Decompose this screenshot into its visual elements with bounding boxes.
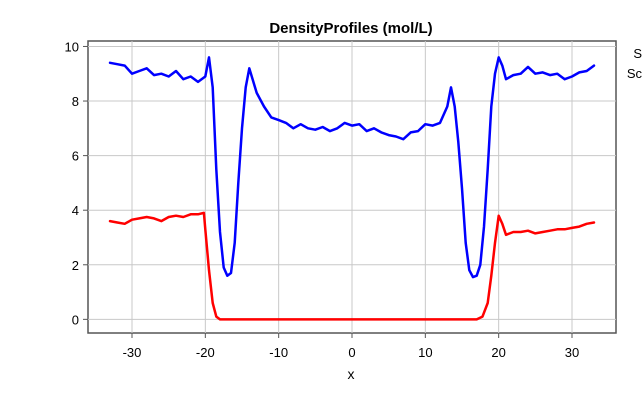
y-tick-label: 8 bbox=[72, 94, 79, 109]
y-tick-label: 0 bbox=[72, 312, 79, 327]
y-tick-label: 6 bbox=[72, 149, 79, 164]
series-line-2 bbox=[108, 211, 596, 321]
x-tick-label: -10 bbox=[269, 345, 288, 360]
series-line-1 bbox=[108, 56, 596, 279]
x-tick-label: -30 bbox=[123, 345, 142, 360]
y-tick-label: 10 bbox=[65, 39, 79, 54]
grid-lines bbox=[88, 41, 616, 333]
chart-title: DensityProfiles (mol/L) bbox=[269, 20, 432, 37]
axis-ticks: -30 -20 -10 0 10 20 30 0 2 4 6 8 10 bbox=[65, 39, 580, 360]
y-tick-label: 2 bbox=[72, 258, 79, 273]
x-tick-label: -20 bbox=[196, 345, 215, 360]
x-tick-label: 10 bbox=[418, 345, 432, 360]
legend-entry: S bbox=[633, 46, 642, 61]
x-tick-label: 0 bbox=[348, 345, 355, 360]
series-lines bbox=[108, 56, 596, 321]
x-tick-label: 30 bbox=[565, 345, 579, 360]
x-tick-label: 20 bbox=[491, 345, 505, 360]
legend: S Sc bbox=[627, 46, 642, 81]
y-tick-label: 4 bbox=[72, 203, 79, 218]
legend-entry: Sc bbox=[627, 66, 642, 81]
x-axis-label: x bbox=[348, 366, 355, 382]
